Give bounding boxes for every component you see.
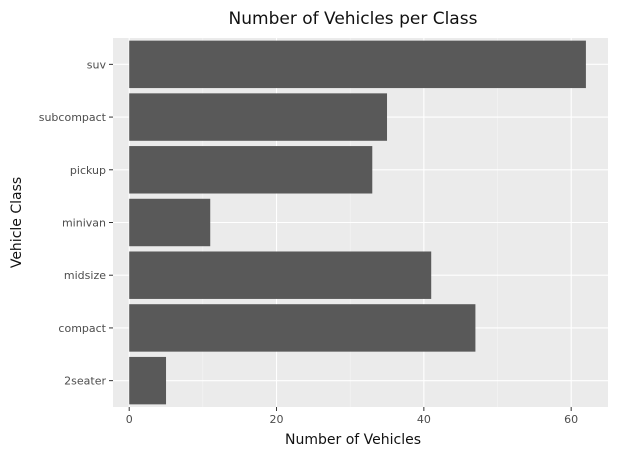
y-tick-label: compact [58,322,106,335]
bar-suv [129,40,586,89]
x-tick-label: 40 [417,413,431,426]
bar-subcompact [129,93,388,141]
x-axis-title: Number of Vehicles [285,432,421,448]
x-tick-label: 0 [126,413,133,426]
y-axis: 2seater compact midsize minivan pickup subcom… [39,58,113,388]
bar-minivan [129,198,211,247]
bar-compact [129,304,476,352]
x-axis: 0 20 40 60 [126,407,578,426]
y-tick-label: pickup [70,164,106,177]
y-axis-title: Vehicle Class [9,177,25,268]
y-tick-label: 2seater [64,375,106,388]
y-tick-label: suv [87,58,107,71]
bar-2seater [129,356,167,405]
bars [129,40,586,405]
bar-midsize [129,251,432,299]
bar-pickup [129,146,373,194]
x-tick-label: 60 [564,413,578,426]
chart-title: Number of Vehicles per Class [229,9,478,29]
x-tick-label: 20 [270,413,284,426]
y-tick-label: midsize [64,269,106,282]
y-tick-label: subcompact [39,111,107,124]
y-tick-label: minivan [62,217,106,230]
